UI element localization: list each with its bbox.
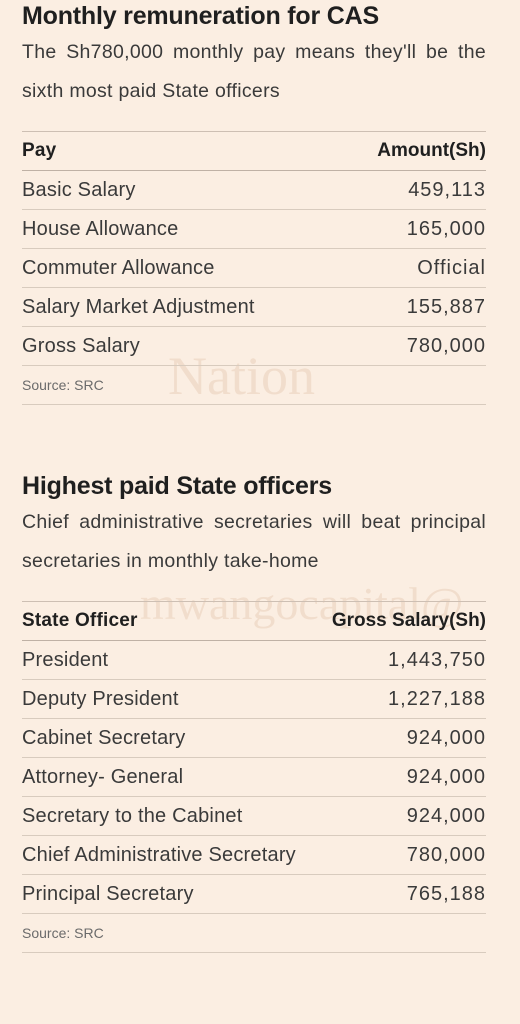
table-row: Basic Salary 459,113 — [22, 171, 486, 210]
column-header-amount: Amount(Sh) — [377, 140, 486, 161]
section-title: Highest paid State officers — [22, 472, 332, 500]
row-label: Deputy President — [22, 687, 179, 710]
table-header-row: Pay Amount(Sh) — [22, 132, 486, 171]
column-header-gross-salary: Gross Salary(Sh) — [331, 610, 486, 631]
row-value: 1,227,188 — [388, 687, 486, 710]
section-title: Monthly remuneration for CAS — [22, 2, 379, 30]
row-value: 924,000 — [406, 726, 486, 749]
row-label: Basic Salary — [22, 178, 136, 201]
table-row: President 1,443,750 — [22, 641, 486, 680]
row-label: Secretary to the Cabinet — [22, 804, 243, 827]
column-header-state-officer: State Officer — [22, 610, 138, 631]
table-row: Chief Administrative Secretary 780,000 — [22, 836, 486, 875]
row-value: 1,443,750 — [388, 648, 486, 671]
row-value: 459,113 — [408, 178, 486, 201]
row-label: President — [22, 648, 109, 671]
table-row: Secretary to the Cabinet 924,000 — [22, 797, 486, 836]
row-label: Salary Market Adjustment — [22, 295, 255, 318]
row-value: Official — [417, 256, 486, 279]
table-row: Cabinet Secretary 924,000 — [22, 719, 486, 758]
table-row: Commuter Allowance Official — [22, 249, 486, 288]
table-row: Deputy President 1,227,188 — [22, 680, 486, 719]
row-label: Gross Salary — [22, 334, 140, 357]
cas-remuneration-section: Monthly remuneration for CAS The Sh780,0… — [22, 2, 486, 405]
table-row: Principal Secretary 765,188 — [22, 875, 486, 914]
row-label: House Allowance — [22, 217, 179, 240]
section-subtitle: The Sh780,000 monthly pay means they'll … — [22, 41, 486, 102]
column-header-pay: Pay — [22, 140, 57, 161]
row-value: 765,188 — [406, 882, 486, 905]
source-note: Source: SRC — [22, 914, 486, 953]
row-value: 165,000 — [406, 217, 486, 240]
source-note: Source: SRC — [22, 366, 486, 405]
state-officers-section: Highest paid State officers Chief admini… — [22, 472, 486, 953]
row-value: 780,000 — [406, 843, 486, 866]
table-row: Salary Market Adjustment 155,887 — [22, 288, 486, 327]
row-label: Principal Secretary — [22, 882, 194, 905]
row-value: 924,000 — [406, 804, 486, 827]
table-row: Attorney- General 924,000 — [22, 758, 486, 797]
table-row: House Allowance 165,000 — [22, 210, 486, 249]
section-subtitle: Chief administrative secretaries will be… — [22, 511, 486, 572]
row-label: Attorney- General — [22, 765, 184, 788]
row-value: 155,887 — [406, 295, 486, 318]
row-label: Chief Administrative Secretary — [22, 843, 296, 866]
row-label: Cabinet Secretary — [22, 726, 186, 749]
row-value: 924,000 — [406, 765, 486, 788]
row-label: Commuter Allowance — [22, 256, 215, 279]
table-header-row: State Officer Gross Salary(Sh) — [22, 602, 486, 641]
remuneration-table: Pay Amount(Sh) Basic Salary 459,113 Hous… — [22, 131, 486, 405]
state-officers-table: State Officer Gross Salary(Sh) President… — [22, 601, 486, 953]
table-row: Gross Salary 780,000 — [22, 327, 486, 366]
row-value: 780,000 — [406, 334, 486, 357]
